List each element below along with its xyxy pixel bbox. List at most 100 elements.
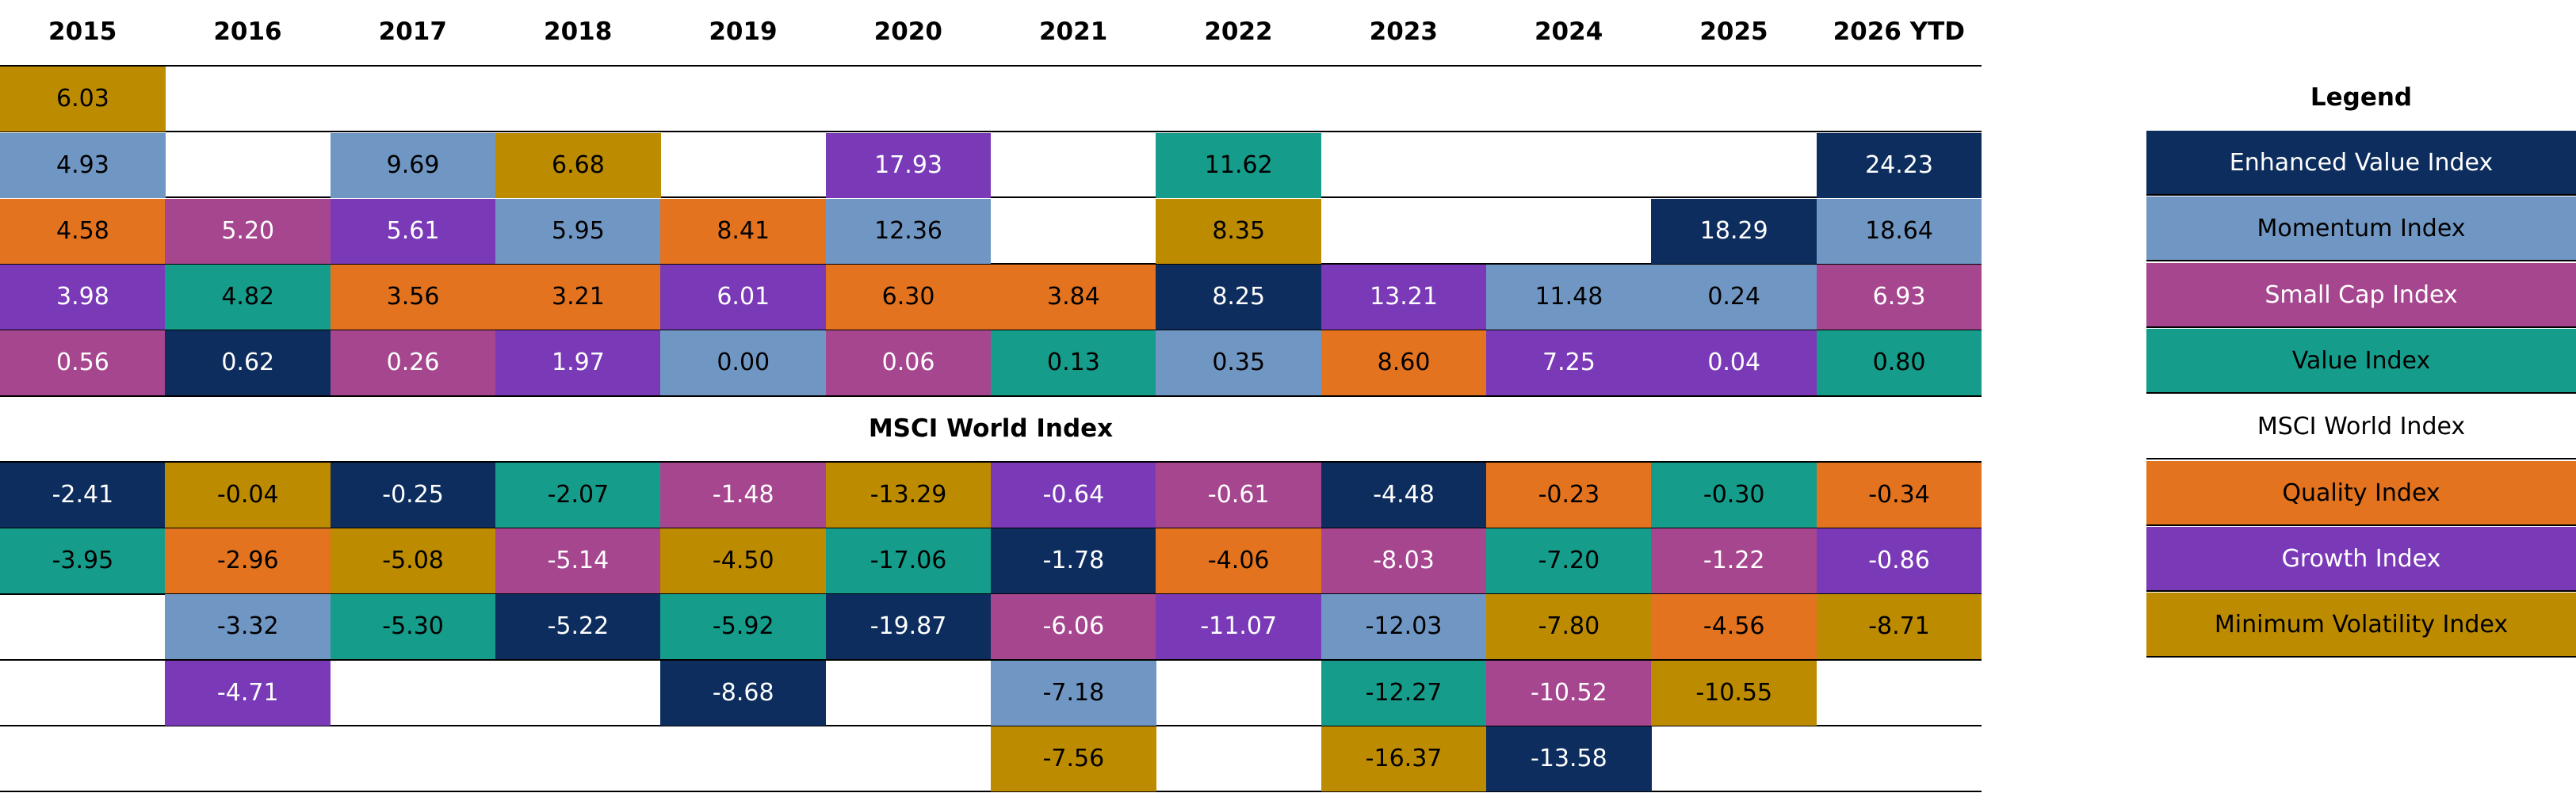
benchmark-row-label: MSCI World Index — [868, 414, 1114, 443]
return-cell: -10.55 — [1651, 660, 1817, 726]
row-divider — [0, 461, 1982, 463]
return-cell: -2.96 — [165, 528, 331, 593]
year-header: 2019 — [709, 17, 778, 46]
return-cell: -11.07 — [1156, 594, 1322, 660]
return-cell: -5.22 — [495, 594, 661, 660]
return-cell: 4.58 — [0, 198, 166, 264]
return-cell: 5.95 — [495, 198, 661, 264]
return-cell: -3.32 — [165, 594, 331, 660]
return-cell: 3.21 — [495, 265, 661, 330]
return-cell: -5.14 — [495, 528, 661, 593]
row-divider — [0, 593, 1982, 595]
return-cell: -8.68 — [660, 660, 827, 726]
return-cell: -5.08 — [330, 528, 496, 593]
year-header: 2021 — [1038, 17, 1108, 46]
return-cell: 0.00 — [660, 330, 827, 396]
year-header: 2023 — [1369, 17, 1438, 46]
return-cell: -19.87 — [825, 594, 992, 660]
return-cell: -0.04 — [165, 462, 331, 528]
return-cell: -0.86 — [1816, 528, 1982, 593]
return-cell: 9.69 — [330, 132, 496, 198]
return-cell: 3.84 — [990, 265, 1156, 330]
return-cell: -8.03 — [1320, 528, 1487, 593]
row-divider — [0, 725, 1982, 726]
return-cell: 3.98 — [0, 265, 166, 330]
return-cell: 5.20 — [165, 198, 331, 264]
row-divider — [0, 659, 1982, 661]
return-cell: 6.30 — [825, 265, 992, 330]
year-header: 2015 — [48, 17, 117, 46]
row-divider — [0, 791, 1982, 792]
return-cell: -0.64 — [990, 462, 1156, 528]
year-header: 2016 — [213, 17, 282, 46]
legend-title: Legend — [2310, 83, 2413, 112]
row-divider — [0, 263, 1982, 265]
row-divider — [0, 527, 1982, 528]
row-divider — [0, 131, 1982, 132]
return-cell: -5.30 — [330, 594, 496, 660]
return-cell: 5.61 — [330, 198, 496, 264]
return-cell: 0.04 — [1651, 330, 1817, 396]
year-header: 2020 — [873, 17, 942, 46]
return-cell: 11.62 — [1156, 132, 1322, 198]
return-cell: 8.25 — [1156, 265, 1322, 330]
return-cell: 0.06 — [825, 330, 992, 396]
return-cell: 24.23 — [1816, 132, 1982, 198]
legend-item: MSCI World Index — [2146, 395, 2576, 460]
return-cell: -5.92 — [660, 594, 827, 660]
return-cell: 6.93 — [1816, 265, 1982, 330]
return-cell: 4.93 — [0, 132, 166, 198]
return-cell: -6.06 — [990, 594, 1156, 660]
return-cell: 1.97 — [495, 330, 661, 396]
row-divider — [0, 65, 1982, 67]
return-cell: -13.29 — [825, 462, 992, 528]
year-header: 2025 — [1699, 17, 1768, 46]
return-cell: 8.60 — [1320, 330, 1487, 396]
return-cell: -16.37 — [1320, 726, 1487, 791]
return-cell: 6.03 — [0, 67, 166, 132]
return-cell: 13.21 — [1320, 265, 1487, 330]
return-cell: -4.48 — [1320, 462, 1487, 528]
return-cell: -7.80 — [1485, 594, 1652, 660]
return-cell: -0.23 — [1485, 462, 1652, 528]
legend-item: Enhanced Value Index — [2146, 131, 2576, 196]
year-header: 2024 — [1534, 17, 1603, 46]
return-cell: -12.03 — [1320, 594, 1487, 660]
return-cell: 0.80 — [1816, 330, 1982, 396]
return-cell: 11.48 — [1485, 265, 1652, 330]
return-cell: -1.22 — [1651, 528, 1817, 593]
legend-item: Quality Index — [2146, 460, 2576, 526]
return-cell: 3.56 — [330, 265, 496, 330]
return-cell: -10.52 — [1485, 660, 1652, 726]
return-cell: -0.61 — [1156, 462, 1322, 528]
year-header: 2026 YTD — [1833, 17, 1965, 46]
returns-quilt-grid: MSCI World Index 2015 2016 2017 2018 2019 202… — [0, 17, 1982, 792]
return-cell: -12.27 — [1320, 660, 1487, 726]
return-cell: -4.06 — [1156, 528, 1322, 593]
return-cell: -0.25 — [330, 462, 496, 528]
return-cell: -0.34 — [1816, 462, 1982, 528]
return-cell: 0.35 — [1156, 330, 1322, 396]
return-cell: 17.93 — [825, 132, 992, 198]
return-cell: 0.26 — [330, 330, 496, 396]
return-cell: -7.18 — [990, 660, 1156, 726]
year-header: 2018 — [544, 17, 613, 46]
return-cell: -7.56 — [990, 726, 1156, 791]
legend-item: Minimum Volatility Index — [2146, 593, 2576, 658]
return-cell: 6.68 — [495, 132, 661, 198]
return-cell: -3.95 — [0, 528, 166, 593]
return-cell: 6.01 — [660, 265, 827, 330]
return-cell: 18.64 — [1816, 198, 1982, 264]
return-cell: 0.62 — [165, 330, 331, 396]
return-cell: -4.71 — [165, 660, 331, 726]
legend-item: Small Cap Index — [2146, 262, 2576, 328]
row-divider — [0, 395, 1982, 397]
return-cell: 18.29 — [1651, 198, 1817, 264]
return-cell: -1.78 — [990, 528, 1156, 593]
return-cell: -2.41 — [0, 462, 166, 528]
return-cell: -13.58 — [1485, 726, 1652, 791]
legend-item: Value Index — [2146, 328, 2576, 394]
return-cell: -2.07 — [495, 462, 661, 528]
return-cell: -1.48 — [660, 462, 827, 528]
return-cell: -4.56 — [1651, 594, 1817, 660]
